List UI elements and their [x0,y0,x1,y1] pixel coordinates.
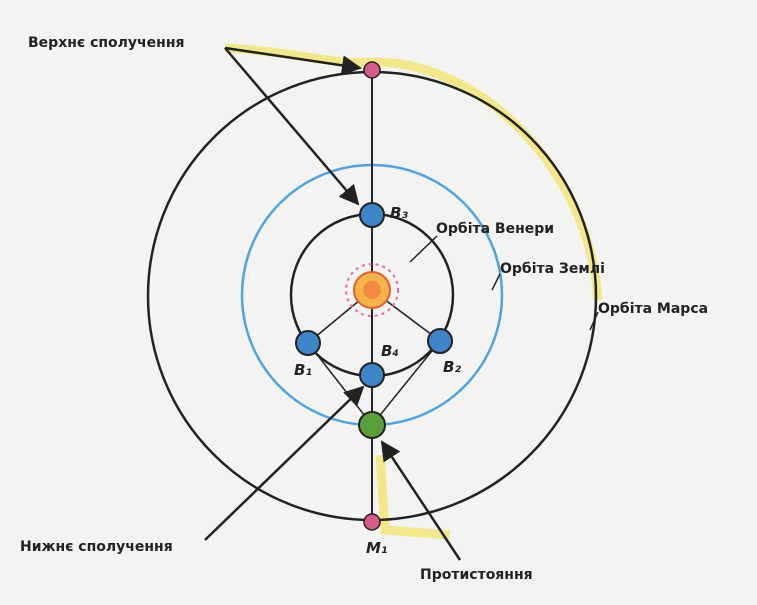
mars-top [364,62,380,78]
earth [359,412,385,438]
label: Протистояння [420,567,533,583]
mars-m1 [364,514,380,530]
diagram: Верхнє сполучення Орбіта Венери Орбіта З… [0,0,757,605]
point-label: B₃ [390,204,408,222]
venus-b4 [360,363,384,387]
venus-b1 [296,331,320,355]
page: Верхнє сполучення Орбіта Венери Орбіта З… [0,0,757,605]
label: Орбіта Землі [500,261,605,277]
venus-b3 [360,203,384,227]
point-label: M₁ [366,539,388,557]
label: Нижнє сполучення [20,539,173,555]
venus-b2 [428,329,452,353]
point-label: B₄ [381,342,399,360]
point-label: B₁ [294,361,312,379]
label: Верхнє сполучення [28,35,184,51]
label: Орбіта Марса [598,301,708,317]
label: Орбіта Венери [436,221,554,237]
point-label: B₂ [443,358,461,376]
